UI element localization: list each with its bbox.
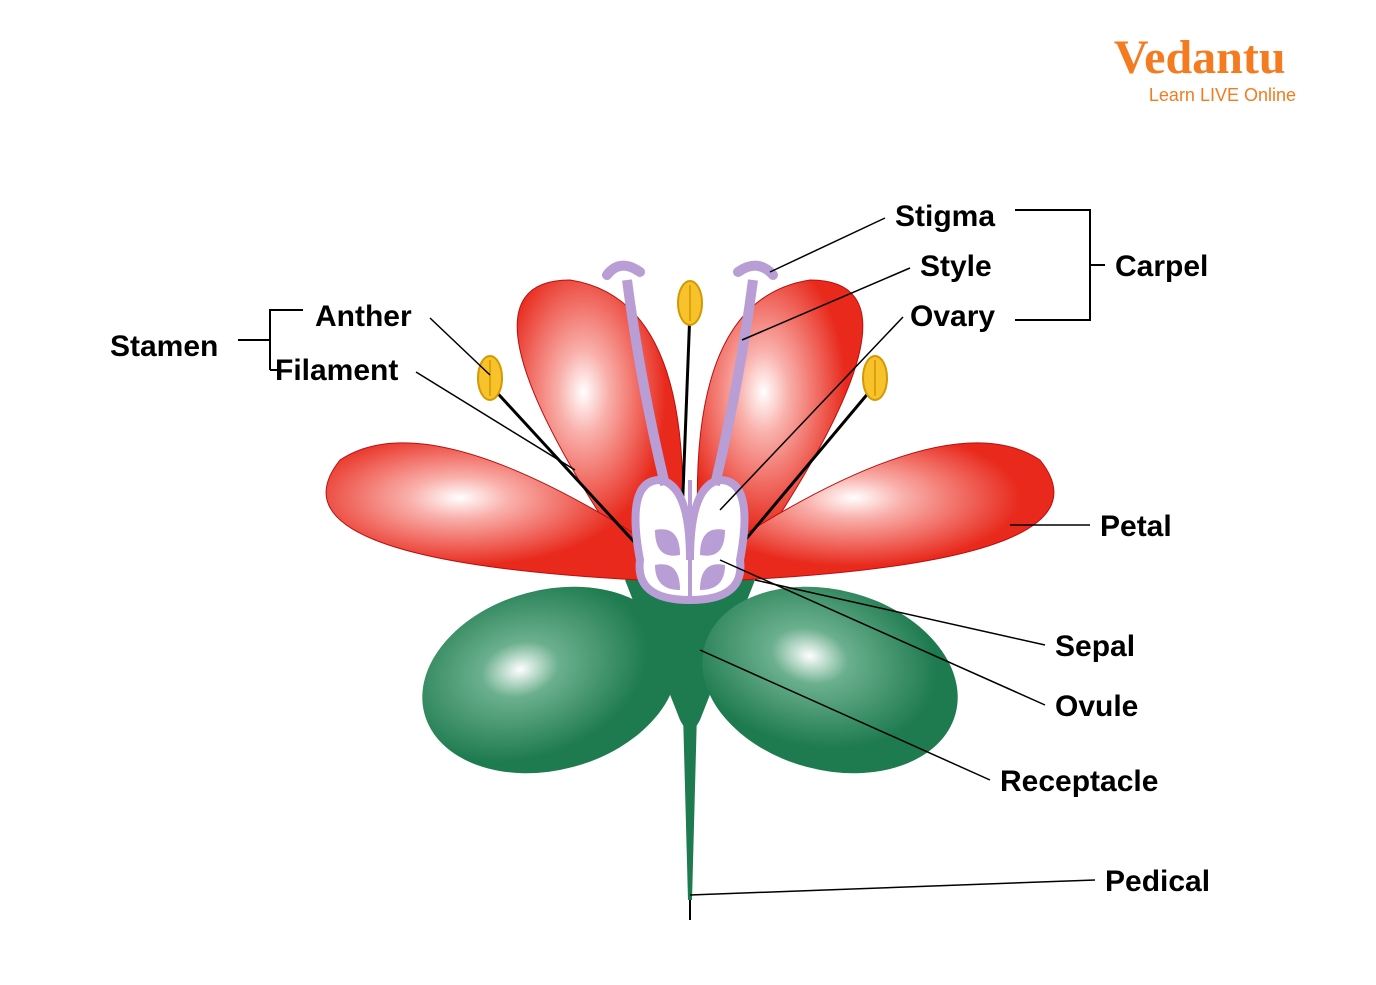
carpel-label: Carpel <box>1115 250 1208 284</box>
ovule-label: Ovule <box>1055 690 1138 724</box>
stamen-label: Stamen <box>110 330 218 364</box>
stigma-left <box>607 266 640 275</box>
logo-sub: Learn LIVE Online <box>1149 85 1296 106</box>
anther-label: Anther <box>315 300 412 334</box>
logo-main: Vedantu <box>1114 30 1296 85</box>
petal-label: Petal <box>1100 510 1172 544</box>
logo: Vedantu Learn LIVE Online <box>1114 30 1296 106</box>
style-label: Style <box>920 250 992 284</box>
receptacle-label: Receptacle <box>1000 765 1158 799</box>
filament-label: Filament <box>275 354 398 388</box>
stigma-label: Stigma <box>895 200 995 234</box>
sepal-label: Sepal <box>1055 630 1135 664</box>
ovary-label: Ovary <box>910 300 995 334</box>
pedical-label: Pedical <box>1105 865 1210 899</box>
flower-diagram <box>0 0 1376 985</box>
stigma-right <box>738 266 773 275</box>
